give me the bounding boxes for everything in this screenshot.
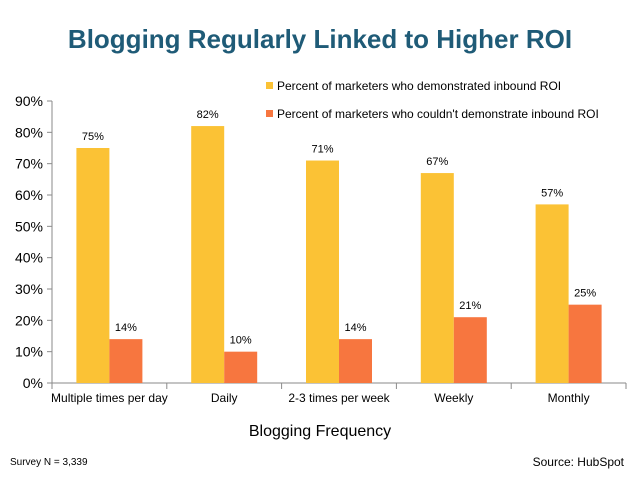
legend-swatch-demonstrated	[266, 82, 273, 89]
x-tick-label: Multiple times per day	[51, 391, 168, 405]
legend-label-not-demonstrated: Percent of marketers who couldn't demons…	[277, 107, 599, 121]
data-label: 14%	[344, 322, 366, 334]
data-label: 82%	[197, 109, 219, 121]
data-label: 75%	[82, 131, 104, 143]
legend-swatch-not-demonstrated	[266, 110, 273, 117]
y-tick-label: 90%	[15, 93, 43, 109]
y-tick-label: 50%	[15, 218, 43, 234]
x-tick-label: 2-3 times per week	[288, 391, 390, 405]
data-label: 25%	[574, 288, 596, 300]
y-tick-label: 80%	[15, 124, 43, 140]
x-tick-label: Weekly	[434, 391, 473, 405]
chart-title: Blogging Regularly Linked to Higher ROI	[67, 24, 573, 54]
legend-item-not-demonstrated: Percent of marketers who couldn't demons…	[266, 107, 599, 121]
y-tick-label: 70%	[15, 156, 43, 172]
bar-not-demonstrated	[568, 304, 602, 383]
bar-demonstrated	[535, 204, 569, 383]
x-axis-label: Blogging Frequency	[248, 423, 392, 440]
y-tick-label: 40%	[15, 250, 43, 266]
data-label: 57%	[541, 187, 563, 199]
y-tick-label: 10%	[15, 344, 43, 360]
data-label: 14%	[115, 322, 137, 334]
source-note: Source: HubSpot	[532, 455, 624, 469]
data-label: 21%	[459, 300, 481, 312]
x-tick-label: Monthly	[548, 391, 590, 405]
bar-demonstrated	[191, 126, 225, 384]
legend-label-demonstrated: Percent of marketers who demonstrated in…	[277, 79, 562, 93]
bar-demonstrated	[420, 173, 454, 383]
bar-demonstrated	[306, 160, 339, 383]
y-tick-label: 30%	[15, 281, 43, 297]
data-label: 10%	[230, 335, 252, 347]
legend-item-demonstrated: Percent of marketers who demonstrated in…	[266, 79, 561, 93]
data-label: 71%	[311, 144, 333, 156]
bar-demonstrated	[76, 148, 110, 383]
y-tick-label: 60%	[15, 187, 43, 203]
data-label: 67%	[426, 156, 448, 168]
bar-not-demonstrated	[453, 317, 487, 383]
x-tick-label: Daily	[211, 391, 238, 405]
bar-not-demonstrated	[339, 339, 372, 383]
survey-footnote: Survey N = 3,339	[10, 457, 88, 468]
bar-not-demonstrated	[109, 339, 143, 383]
bar-not-demonstrated	[224, 351, 258, 383]
y-tick-label: 0%	[23, 375, 43, 391]
y-tick-label: 20%	[15, 312, 43, 328]
